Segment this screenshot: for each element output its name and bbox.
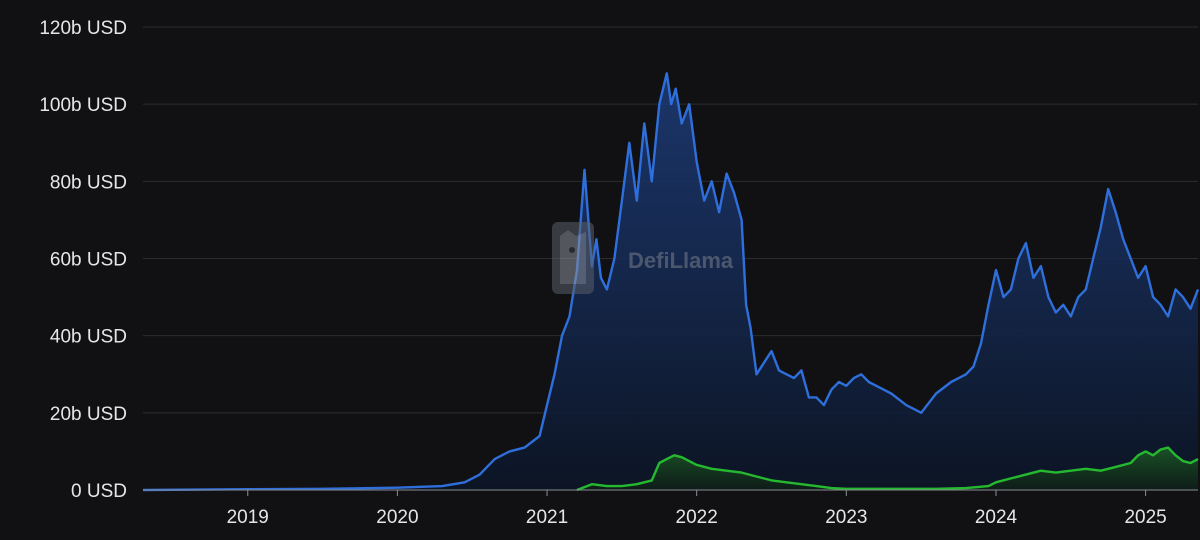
x-tick-label: 2024 <box>975 507 1018 528</box>
watermark: DefiLlama <box>552 222 734 294</box>
series-layer <box>142 72 1200 492</box>
watermark-text: DefiLlama <box>628 248 734 273</box>
y-tick-label: 0 USD <box>71 481 127 502</box>
y-tick-label: 60b USD <box>50 250 127 271</box>
x-tick-label: 2020 <box>376 507 418 528</box>
y-tick-label: 120b USD <box>39 18 127 39</box>
y-tick-label: 80b USD <box>50 172 127 193</box>
x-tick-label: 2019 <box>227 507 269 528</box>
x-tick-label: 2021 <box>526 507 568 528</box>
series-1-area <box>143 73 1198 491</box>
series-2-area <box>577 447 1198 490</box>
axis-labels: 0 USD 20b USD 40b USD 60b USD 80b USD 100b US… <box>39 18 1198 528</box>
llama-logo-icon <box>552 222 594 294</box>
series-2-line <box>576 446 1199 492</box>
series-1-line <box>142 72 1200 492</box>
y-tick-label: 20b USD <box>50 404 127 425</box>
y-tick-label: 40b USD <box>50 327 127 348</box>
y-tick-label: 100b USD <box>39 95 127 116</box>
x-tick-label: 2025 <box>1124 507 1166 528</box>
x-tick-label: 2022 <box>676 507 718 528</box>
x-tick-label: 2023 <box>825 507 867 528</box>
